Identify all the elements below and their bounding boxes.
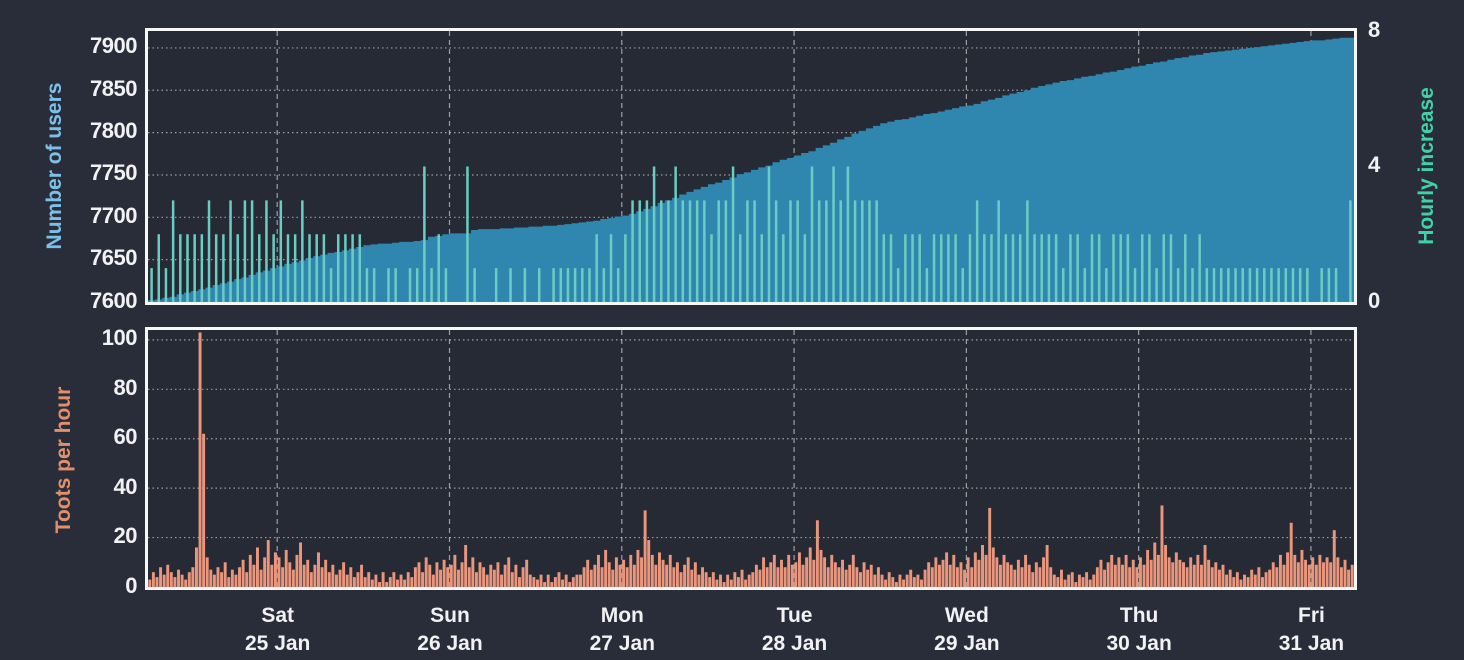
day-date: 29 Jan: [934, 632, 1000, 655]
day-name: Fri: [1298, 604, 1325, 627]
toots-y-tick-100: 100: [101, 325, 138, 351]
users-area-series: [148, 35, 1354, 302]
hourly-increase-bars: [150, 166, 1352, 302]
users-y-tick-7700: 7700: [90, 202, 137, 228]
day-name: Tue: [776, 604, 813, 627]
day-date: 25 Jan: [245, 632, 311, 655]
users-y-tick-7800: 7800: [90, 118, 137, 144]
day-date: 27 Jan: [589, 632, 655, 655]
toots-y-tick-80: 80: [113, 374, 138, 400]
day-date: 31 Jan: [1278, 632, 1345, 655]
toots-y-tick-60: 60: [113, 424, 138, 450]
users-y-tick-7850: 7850: [90, 75, 137, 101]
users-y-tick-7600: 7600: [90, 287, 137, 313]
x-axis-label-wed: Wed 29 Jan: [897, 602, 1037, 658]
day-name: Thu: [1119, 604, 1159, 627]
x-axis-label-thu: Thu 30 Jan: [1069, 602, 1209, 658]
x-axis-label-tue: Tue 28 Jan: [725, 602, 865, 658]
x-axis-label-sun: Sun 26 Jan: [380, 602, 520, 658]
toots-y-tick-20: 20: [113, 523, 138, 549]
y-axis-title-hourly-increase: Hourly increase: [1415, 87, 1438, 245]
toots-chart-plot: [145, 327, 1357, 590]
increase-y-tick-4: 4: [1368, 152, 1380, 177]
users-y-tick-7650: 7650: [90, 245, 137, 271]
toots-y-tick-0: 0: [125, 572, 137, 598]
day-name: Sun: [430, 604, 470, 627]
day-date: 30 Jan: [1106, 632, 1172, 655]
day-name: Sat: [261, 604, 295, 627]
x-axis-label-sat: Sat 25 Jan: [208, 602, 348, 658]
toots-chart-canvas: [148, 330, 1354, 587]
toots-y-tick-40: 40: [113, 473, 138, 499]
users-y-tick-7750: 7750: [90, 160, 137, 186]
users-chart-plot: [145, 28, 1357, 305]
day-date: 28 Jan: [761, 632, 828, 655]
day-name: Wed: [944, 604, 989, 627]
users-y-tick-7900: 7900: [90, 33, 137, 59]
increase-y-tick-8: 8: [1368, 16, 1380, 42]
day-date: 26 Jan: [417, 632, 483, 655]
day-name: Mon: [600, 604, 644, 627]
users-chart-canvas: [148, 31, 1354, 302]
y-axis-title-toots-per-hour: Toots per hour: [52, 386, 75, 534]
x-axis-label-fri: Fri 31 Jan: [1241, 602, 1381, 658]
toots-bars: [148, 332, 1354, 587]
x-axis-label-mon: Mon 27 Jan: [552, 602, 692, 658]
increase-y-tick-0: 0: [1368, 287, 1380, 313]
